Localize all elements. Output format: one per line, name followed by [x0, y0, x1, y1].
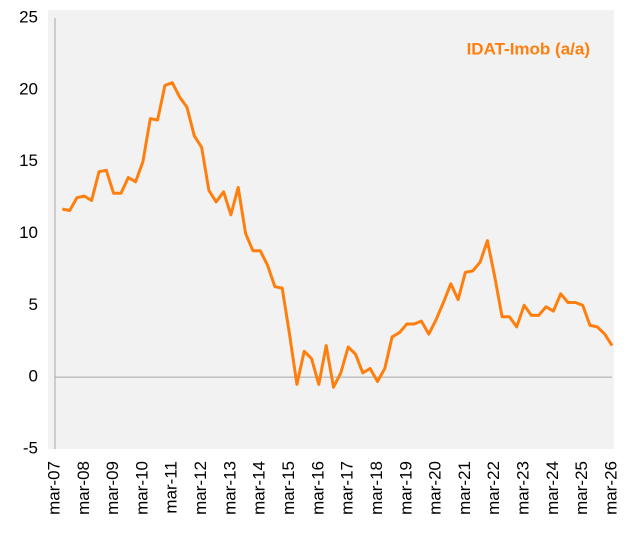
x-tick-label: mar-26 — [601, 461, 620, 515]
x-tick-label: mar-25 — [572, 461, 591, 515]
x-tick-label: mar-14 — [250, 461, 269, 515]
x-tick-label: mar-24 — [543, 461, 562, 515]
x-tick-label: mar-10 — [132, 461, 151, 515]
x-tick-label: mar-09 — [103, 461, 122, 515]
x-tick-label: mar-11 — [162, 461, 181, 514]
x-tick-label: mar-20 — [426, 461, 445, 515]
x-tick-label: mar-13 — [220, 461, 239, 515]
x-tick-label: mar-16 — [308, 461, 327, 515]
data-line — [62, 81, 614, 389]
x-tick-label: mar-15 — [279, 461, 298, 515]
y-tick-label: -5 — [23, 438, 38, 457]
x-tick-label: mar-19 — [396, 461, 415, 515]
x-tick-label: mar-12 — [191, 461, 210, 515]
x-tick-label: mar-08 — [74, 461, 93, 515]
y-tick-label: 25 — [19, 7, 38, 26]
y-tick-label: 20 — [19, 79, 38, 98]
x-tick-label: mar-22 — [484, 461, 503, 515]
legend-label: IDAT-Imob (a/a) — [467, 39, 590, 58]
y-tick-label: 5 — [29, 295, 38, 314]
y-tick-label: 0 — [29, 367, 38, 386]
x-tick-label: mar-17 — [338, 461, 357, 515]
x-tick-label: mar-23 — [514, 461, 533, 515]
x-tick-label: mar-07 — [44, 461, 63, 515]
y-tick-label: 15 — [19, 151, 38, 170]
x-tick-label: mar-18 — [367, 461, 386, 515]
plot-background — [48, 10, 614, 449]
y-tick-label: 10 — [19, 223, 38, 242]
x-tick-label: mar-21 — [455, 461, 474, 515]
